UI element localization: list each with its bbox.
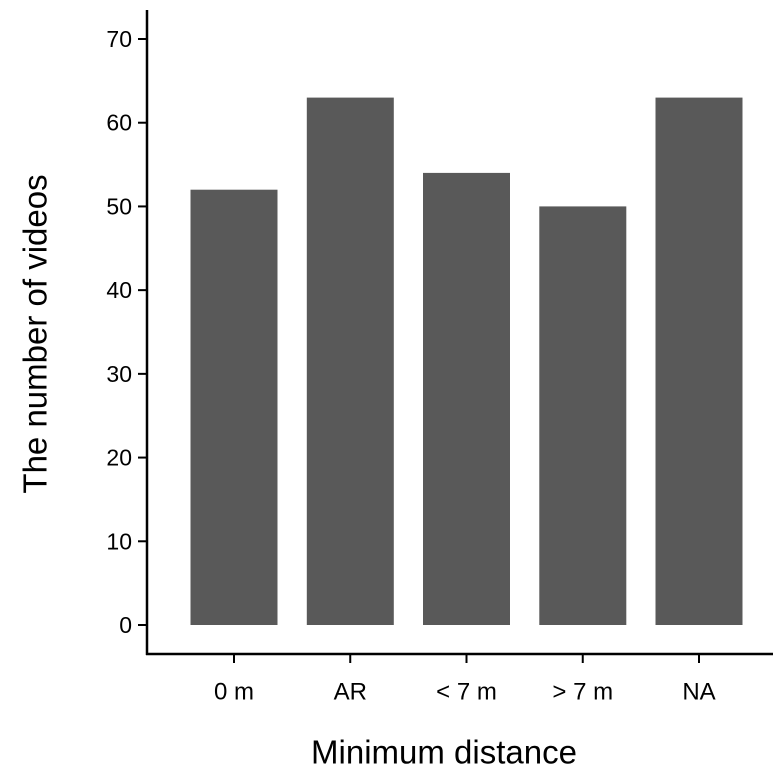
bar-4 [539,206,627,625]
y-tick-label: 40 [106,277,132,303]
y-ticks: 0 10 20 30 40 50 60 70 [106,26,147,638]
y-tick-label: 70 [106,26,132,52]
y-tick-label: 60 [106,110,132,136]
y-tick-label: 50 [106,193,132,219]
x-tick-label: NA [682,679,715,706]
x-tick-label: 0 m [214,679,254,706]
x-ticks: 0 m AR < 7 m > 7 m NA [214,654,716,706]
y-tick-label: 0 [119,612,132,638]
bars-layer [190,97,743,626]
y-tick-label: 30 [106,361,132,387]
x-tick-label: < 7 m [436,679,497,706]
bar-2 [306,97,394,626]
y-tick-label: 20 [106,445,132,471]
bar-1 [190,189,278,625]
x-tick-label: > 7 m [552,679,613,706]
bar-5 [655,97,743,626]
bar-3 [423,172,510,625]
x-axis-title: Minimum distance [311,734,577,771]
y-tick-label: 10 [106,528,132,554]
y-axis-title: The number of videos [17,174,54,493]
axes-layer [145,10,773,656]
x-tick-label: AR [334,679,367,706]
